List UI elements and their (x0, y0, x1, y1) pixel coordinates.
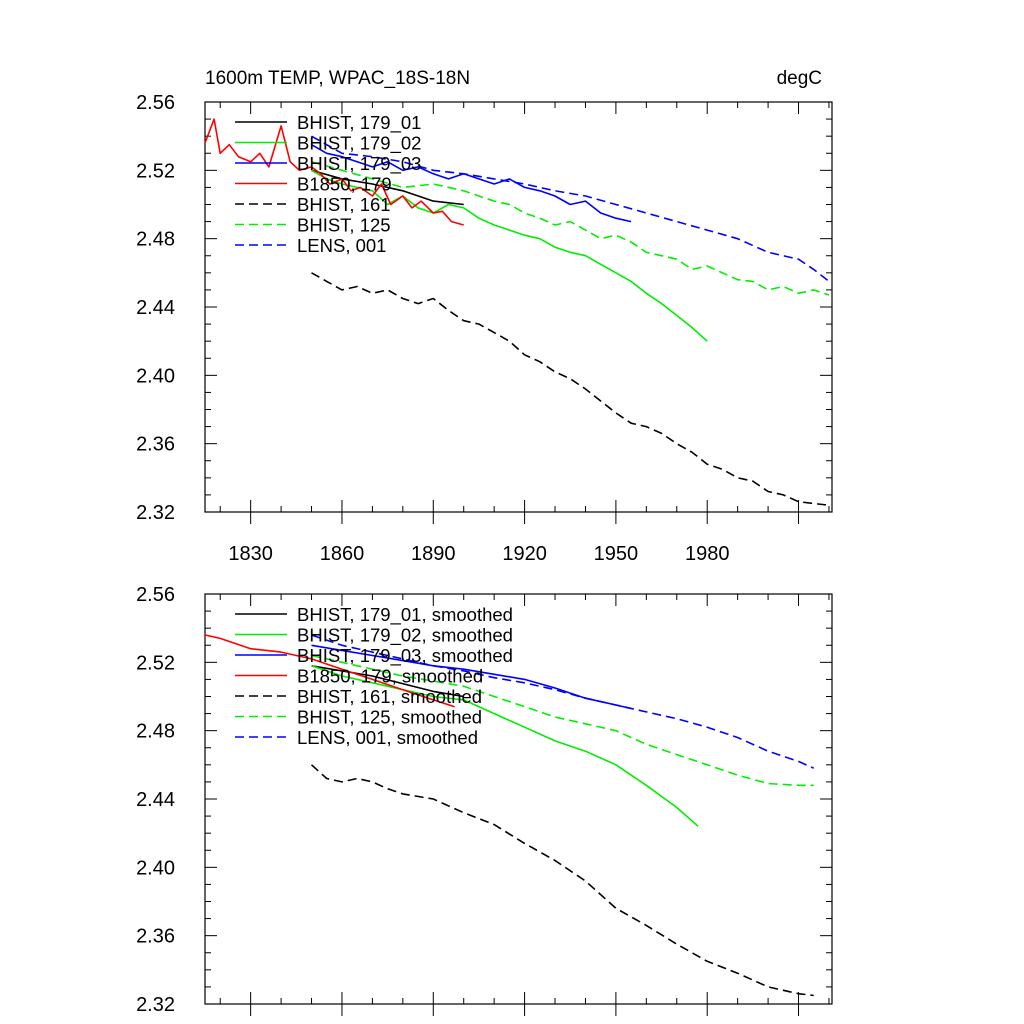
legend-label-5: BHIST, 161, smoothed (297, 686, 482, 707)
y-tick-label: 2.48 (136, 721, 175, 743)
legend-label-7: LENS, 001 (297, 235, 386, 256)
y-tick-label: 2.32 (136, 502, 175, 524)
x-tick-label: 1950 (594, 543, 639, 565)
legend-label-3: BHIST, 179_03 (297, 153, 421, 175)
units-label: degC (777, 68, 822, 89)
series-line-6 (311, 654, 814, 787)
y-tick-label: 2.52 (136, 652, 175, 674)
series-line-7 (311, 634, 815, 769)
x-tick-label: 1980 (685, 543, 730, 565)
chart-panel-2: 2.32 2.36 2.40 2.44 2.48 2.52 2.56 BHIST, 179_0… (136, 584, 833, 1016)
x-tick-label: 1830 (228, 543, 273, 565)
series-line-5 (311, 272, 830, 506)
series-line-4 (204, 634, 455, 708)
y-tick-label: 2.40 (136, 857, 175, 879)
y-tick-label: 2.56 (136, 584, 175, 606)
x-tick-label: 1860 (320, 543, 365, 565)
y-tick-label: 2.36 (136, 926, 175, 948)
legend-label-3: BHIST, 179_03, smoothed (297, 645, 513, 667)
x-tick-label: 1890 (411, 543, 456, 565)
y-tick-label: 2.32 (136, 994, 175, 1016)
y-tick-label: 2.52 (136, 160, 175, 182)
legend-label-1: BHIST, 179_01, smoothed (297, 604, 513, 626)
legend-label-2: BHIST, 179_02, smoothed (297, 625, 513, 647)
y-tick-label: 2.48 (136, 229, 175, 251)
y-tick-label: 2.36 (136, 434, 175, 456)
series-line-1 (311, 169, 464, 206)
series-line-2 (311, 169, 708, 342)
legend-label-6: BHIST, 125, smoothed (297, 707, 482, 728)
series-line-2 (311, 665, 699, 827)
legend-label-4: B1850, 179, smoothed (297, 666, 483, 687)
chart-panel-1: 2.32 2.36 2.40 2.44 2.48 2.52 2.56 1830 1860 1890… (136, 68, 833, 565)
y-tick-label: 2.56 (136, 92, 175, 114)
legend-label-4: B1850, 179 (297, 174, 392, 195)
chart-title: 1600m TEMP, WPAC_18S-18N (205, 68, 470, 89)
y-tick-label: 2.44 (136, 297, 175, 319)
series-line-4 (204, 118, 464, 226)
legend-label-5: BHIST, 161 (297, 194, 391, 215)
y-tick-label: 2.40 (136, 365, 175, 387)
legend-label-6: BHIST, 125 (297, 215, 391, 236)
legend-label-1: BHIST, 179_01 (297, 112, 421, 134)
series-line-7 (311, 135, 830, 283)
series-line-6 (311, 161, 830, 296)
x-tick-label: 1920 (502, 543, 547, 565)
legend-label-2: BHIST, 179_02 (297, 133, 421, 155)
series-line-1 (311, 665, 464, 698)
series-line-3 (311, 144, 632, 223)
y-tick-label: 2.44 (136, 789, 175, 811)
series-line-5 (310, 764, 814, 997)
legend-label-7: LENS, 001, smoothed (297, 727, 478, 748)
